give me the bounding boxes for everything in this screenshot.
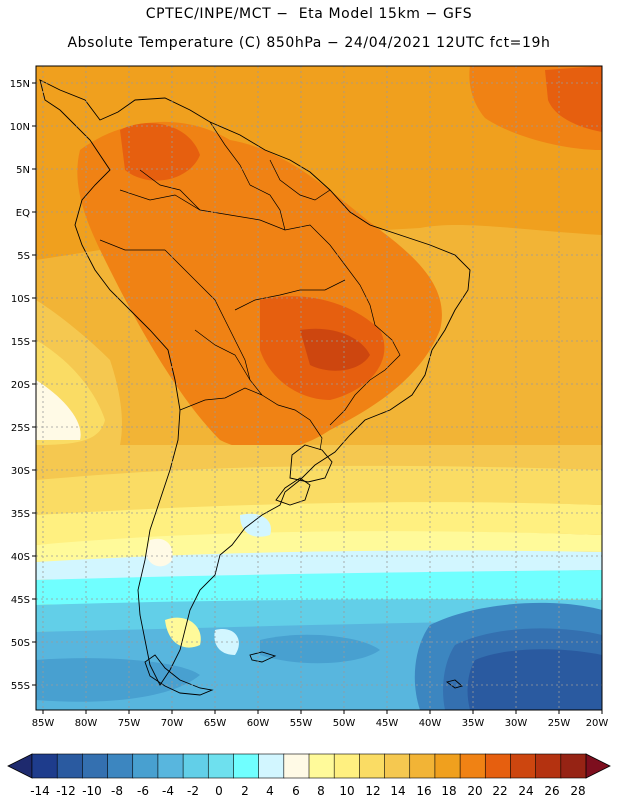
colorbar-label: 16 <box>416 784 431 798</box>
lon-label: 65W <box>204 718 227 729</box>
colorbar-label: -4 <box>162 784 174 798</box>
lat-label: 20S <box>11 380 30 391</box>
colorbar-cell <box>459 753 486 779</box>
colorbar: -14 -12 -10 -8 -6 -4 -2 0 2 4 6 8 10 12 … <box>7 753 611 798</box>
lat-label: 15S <box>11 337 30 348</box>
colorbar-cell <box>207 753 235 779</box>
lat-label: 10N <box>10 122 30 133</box>
colorbar-cell <box>233 753 260 779</box>
colorbar-cell <box>283 753 310 779</box>
colorbar-cell <box>157 753 184 779</box>
colorbar-label: 18 <box>441 784 456 798</box>
colorbar-label: -12 <box>56 784 76 798</box>
colorbar-cell <box>359 753 386 779</box>
colorbar-label: 26 <box>544 784 559 798</box>
colorbar-label: -14 <box>30 784 50 798</box>
graticule <box>36 66 602 710</box>
colorbar-cell <box>510 753 537 779</box>
lon-label: 20W <box>586 718 609 729</box>
colorbar-label: 28 <box>570 784 585 798</box>
lat-label: 30S <box>11 466 30 477</box>
lon-label: 75W <box>118 718 141 729</box>
colorbar-cell <box>434 753 461 779</box>
lat-label: 25S <box>11 423 30 434</box>
lon-label: 50W <box>333 718 356 729</box>
colorbar-cell <box>535 753 562 779</box>
lat-label: 5S <box>17 251 30 262</box>
colorbar-left-arrow <box>7 753 33 779</box>
coastline <box>39 79 471 696</box>
lon-label: 60W <box>247 718 270 729</box>
country-borders <box>99 121 401 451</box>
colorbar-cell <box>182 753 209 779</box>
colorbar-cell <box>132 753 159 779</box>
lat-label: 55S <box>11 681 30 692</box>
colorbar-label: 6 <box>292 784 300 798</box>
colorbar-label: -10 <box>82 784 102 798</box>
colorbar-cell <box>56 753 83 779</box>
lat-label: 35S <box>11 509 30 520</box>
lat-label: EQ <box>16 208 30 219</box>
colorbar-cell <box>82 753 109 779</box>
colorbar-label: -6 <box>137 784 149 798</box>
colorbar-label: 22 <box>492 784 507 798</box>
axis-ticks <box>32 82 603 714</box>
map-frame <box>35 65 603 711</box>
colorbar-cell <box>258 753 285 779</box>
temperature-field <box>36 66 602 710</box>
colorbar-cell <box>484 753 512 779</box>
colorbar-cell <box>560 753 587 779</box>
lat-label: 40S <box>11 552 30 563</box>
colorbar-cell <box>107 753 134 779</box>
colorbar-cell <box>409 753 436 779</box>
colorbar-cell <box>31 753 58 779</box>
colorbar-label: 8 <box>317 784 325 798</box>
colorbar-right-arrow <box>585 753 611 779</box>
lon-label: 55W <box>290 718 313 729</box>
colorbar-label: -2 <box>187 784 199 798</box>
colorbar-label: 4 <box>266 784 274 798</box>
lon-label: 80W <box>75 718 98 729</box>
lat-label: 50S <box>11 638 30 649</box>
colorbar-cell <box>308 753 335 779</box>
lat-label: 5N <box>16 165 30 176</box>
colorbar-label: -8 <box>111 784 123 798</box>
title-model: CPTEC/INPE/MCT − Eta Model 15km − GFS <box>145 6 473 22</box>
colorbar-label: 10 <box>339 784 354 798</box>
lat-label: 45S <box>11 595 30 606</box>
lat-label: 15N <box>10 79 30 90</box>
title-field: Absolute Temperature (C) 850hPa − 24/04/… <box>67 35 551 51</box>
lon-label: 70W <box>161 718 184 729</box>
lat-label: 10S <box>11 294 30 305</box>
lon-label: 30W <box>505 718 528 729</box>
lon-label: 40W <box>419 718 442 729</box>
lon-label: 85W <box>32 718 55 729</box>
colorbar-label: 12 <box>365 784 380 798</box>
colorbar-label: 0 <box>215 784 223 798</box>
colorbar-cell <box>333 753 360 779</box>
lon-label: 35W <box>462 718 485 729</box>
colorbar-label: 2 <box>241 784 249 798</box>
colorbar-label: 14 <box>390 784 405 798</box>
colorbar-cell <box>384 753 411 779</box>
lon-label: 45W <box>376 718 399 729</box>
colorbar-label: 20 <box>467 784 482 798</box>
colorbar-label: 24 <box>518 784 533 798</box>
lon-label: 25W <box>548 718 571 729</box>
